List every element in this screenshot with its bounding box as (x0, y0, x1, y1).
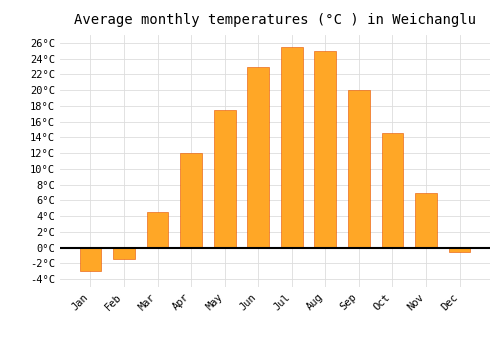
Bar (214, 110, 236, 248)
Bar (415, 193, 437, 248)
Bar (448, 248, 470, 252)
Bar (348, 90, 370, 248)
Bar (248, 66, 269, 248)
Bar (113, 248, 135, 259)
Bar (146, 212, 169, 248)
Title: Average monthly temperatures (°C ) in Weichanglu: Average monthly temperatures (°C ) in We… (74, 13, 476, 27)
Bar (314, 51, 336, 248)
Bar (180, 153, 202, 248)
Bar (80, 248, 102, 271)
Bar (281, 47, 302, 248)
Bar (382, 133, 404, 248)
